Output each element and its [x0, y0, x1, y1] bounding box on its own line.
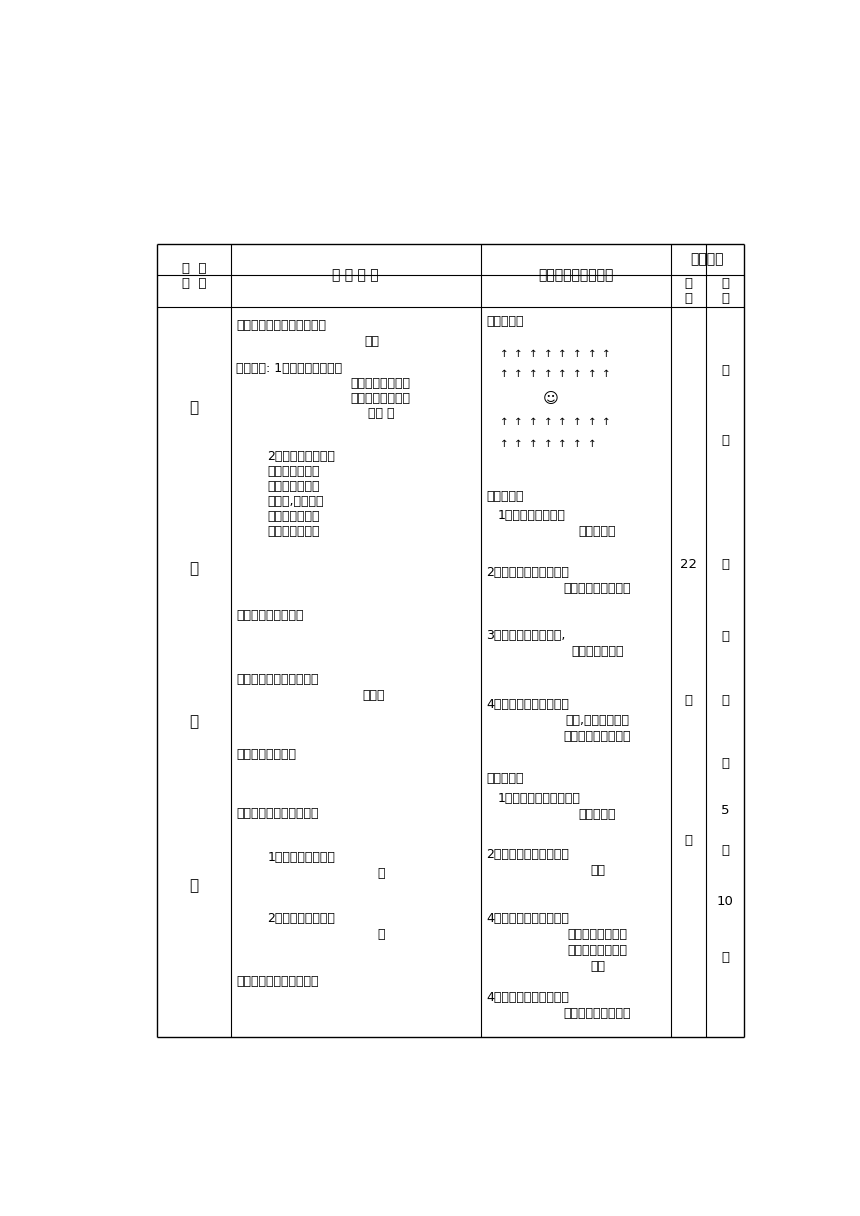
Text: （二）原地徒手模仿头顶: （二）原地徒手模仿头顶 [237, 674, 319, 686]
Text: （五）正面一抛一顶练习: （五）正面一抛一顶练习 [237, 974, 319, 987]
Text: ↑: ↑ [558, 370, 567, 379]
Text: ↑: ↑ [500, 349, 508, 359]
Text: ↑: ↑ [529, 370, 538, 379]
Text: 模仿动作。: 模仿动作。 [579, 807, 616, 821]
Text: 2、认真思考并积极回答: 2、认真思考并积极回答 [486, 849, 569, 861]
Text: ↑: ↑ [544, 370, 552, 379]
Text: 次
数: 次 数 [721, 277, 729, 305]
Text: ↑: ↑ [573, 417, 581, 427]
Text: ↑: ↑ [529, 417, 538, 427]
Text: 互相鼓励、纠正错误: 互相鼓励、纠正错误 [563, 1007, 631, 1020]
Text: ↑: ↑ [587, 349, 597, 359]
Text: 动作要领。: 动作要领。 [579, 525, 616, 539]
Text: 纠正，纠错后再练习: 纠正，纠错后再练习 [563, 731, 631, 743]
Text: ↑: ↑ [602, 370, 611, 379]
Text: ↑: ↑ [558, 439, 567, 449]
Text: ↑: ↑ [500, 370, 508, 379]
Text: 及颈部力量，用: 及颈部力量，用 [267, 511, 320, 523]
Text: 分: 分 [189, 878, 199, 893]
Text: 速摆动,借助腰腹: 速摆动,借助腰腹 [267, 495, 324, 508]
Text: 教 学 内 容: 教 学 内 容 [333, 269, 379, 282]
Text: ↑: ↑ [500, 439, 508, 449]
Text: ↑: ↑ [573, 349, 581, 359]
Text: 并观察、指导。: 并观察、指导。 [571, 644, 624, 658]
Text: 运动负荷: 运动负荷 [691, 253, 724, 266]
Text: 习: 习 [377, 928, 384, 941]
Text: 钟: 钟 [685, 834, 692, 848]
Text: 3、教师组织学生练习,: 3、教师组织学生练习, [486, 629, 565, 642]
Text: ☺: ☺ [543, 392, 559, 406]
Text: 上体后仰、两臂自: 上体后仰、两臂自 [351, 377, 411, 390]
Text: 次: 次 [721, 951, 729, 964]
Text: ↑: ↑ [587, 439, 597, 449]
Text: ↑: ↑ [602, 417, 611, 427]
Text: 4、纠错。个别错误个别: 4、纠错。个别错误个别 [486, 698, 569, 711]
Text: 一、正面头顶球基本技术的: 一、正面头顶球基本技术的 [237, 319, 326, 332]
Text: ↑: ↑ [514, 439, 523, 449]
Text: ↑: ↑ [558, 349, 567, 359]
Text: 指导,集体错误集体: 指导,集体错误集体 [565, 714, 630, 727]
Text: ↑: ↑ [514, 370, 523, 379]
Text: 两腿用力伸直，: 两腿用力伸直， [267, 466, 320, 478]
Text: 部: 部 [189, 714, 199, 730]
Text: ↑: ↑ [544, 417, 552, 427]
Text: 5: 5 [721, 804, 729, 817]
Text: 2、站立自抛自顶练: 2、站立自抛自顶练 [267, 912, 335, 925]
Text: 作: 作 [721, 630, 729, 643]
Text: ↑: ↑ [544, 349, 552, 359]
Text: 习。: 习。 [590, 959, 605, 973]
Text: ↑: ↑ [587, 417, 597, 427]
Text: 然张开、两眼紧盯: 然张开、两眼紧盯 [351, 393, 411, 405]
Text: 本: 本 [189, 562, 199, 576]
Text: 教学: 教学 [365, 336, 379, 348]
Text: ↑: ↑ [500, 417, 508, 427]
Text: 问题: 问题 [590, 865, 605, 877]
Text: ↑: ↑ [544, 439, 552, 449]
Text: 2、提问、引导学生逐步: 2、提问、引导学生逐步 [486, 567, 569, 579]
Text: 上体由后向前快: 上体由后向前快 [267, 480, 320, 494]
Text: 1、坐地自抛自顶练: 1、坐地自抛自顶练 [267, 851, 335, 865]
Text: 组织教法与教学要求: 组织教法与教学要求 [538, 269, 613, 282]
Text: 组织教法：: 组织教法： [486, 490, 524, 502]
Text: ↑: ↑ [529, 439, 538, 449]
Text: 球技术: 球技术 [363, 689, 385, 702]
Text: 按要求交换进行各: 按要求交换进行各 [568, 928, 628, 941]
Text: 理解、掌握动作要领: 理解、掌握动作要领 [563, 582, 631, 596]
Text: 课  的
部  分: 课 的 部 分 [182, 261, 206, 289]
Text: （四）正面自抛自顶练习: （四）正面自抛自顶练习 [237, 807, 319, 820]
Text: ↑: ↑ [514, 349, 523, 359]
Text: 基: 基 [189, 400, 199, 416]
Text: （三）固定球练习: （三）固定球练习 [237, 748, 296, 761]
Text: 分: 分 [685, 693, 692, 706]
Text: （一）模仿海狮顶球: （一）模仿海狮顶球 [237, 609, 304, 623]
Text: 22: 22 [680, 558, 697, 572]
Text: 个: 个 [721, 434, 729, 447]
Text: 4、同学间自评、互评，: 4、同学间自评、互评， [486, 991, 569, 1004]
Text: ↑: ↑ [602, 349, 611, 359]
Text: 动: 动 [721, 558, 729, 572]
Text: ↑: ↑ [573, 370, 581, 379]
Text: ↑: ↑ [573, 439, 581, 449]
Text: 4、两人一组，用一个球: 4、两人一组，用一个球 [486, 912, 569, 925]
Text: 项头顶球技术的练: 项头顶球技术的练 [568, 944, 628, 957]
Text: 1、认真听讲，仔细观察: 1、认真听讲，仔细观察 [497, 792, 580, 805]
Text: 组织队形：: 组织队形： [486, 315, 524, 328]
Text: 每: 每 [721, 693, 729, 706]
Text: 动作要领: 1、两脚前后站立、: 动作要领: 1、两脚前后站立、 [237, 362, 342, 376]
Text: 前额将球顶出。: 前额将球顶出。 [267, 525, 320, 539]
Text: ↑: ↑ [514, 417, 523, 427]
Text: 10: 10 [716, 895, 734, 908]
Text: 到: 到 [721, 844, 729, 856]
Text: 来球 。: 来球 。 [367, 407, 394, 421]
Text: 2、两脚用力蹬地，: 2、两脚用力蹬地， [267, 450, 335, 463]
Text: 时
间: 时 间 [685, 277, 692, 305]
Text: 人: 人 [721, 758, 729, 771]
Text: 1、教师示范、讲解: 1、教师示范、讲解 [497, 510, 565, 522]
Text: ↑: ↑ [587, 370, 597, 379]
Text: 学生学法：: 学生学法： [486, 772, 524, 786]
Text: 每: 每 [721, 364, 729, 377]
Text: ↑: ↑ [558, 417, 567, 427]
Text: 习: 习 [377, 867, 384, 880]
Text: ↑: ↑ [529, 349, 538, 359]
